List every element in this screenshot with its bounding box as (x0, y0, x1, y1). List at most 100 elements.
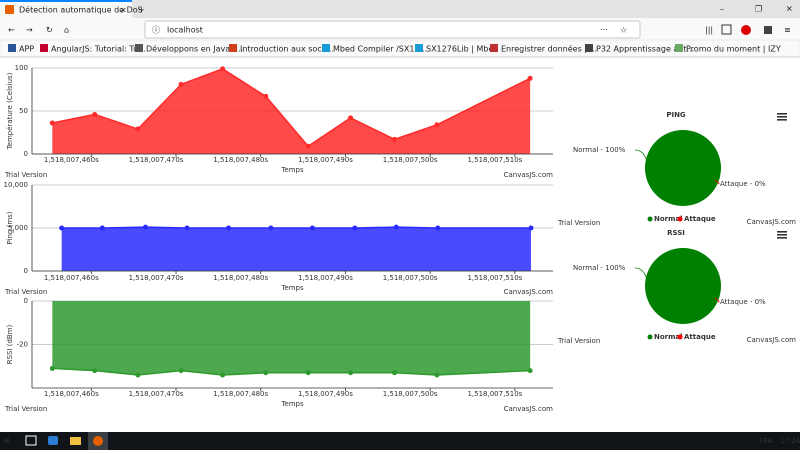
page-actions[interactable]: ··· (600, 26, 608, 35)
clock[interactable]: 17:24 (780, 437, 800, 445)
data-point (49, 365, 55, 371)
watermark: Trial Version (557, 337, 600, 345)
tab-title: Détection automatique de DoS (19, 5, 143, 15)
menu-icon[interactable] (777, 113, 787, 115)
data-point (528, 225, 534, 231)
task-view[interactable] (25, 435, 37, 446)
tab-icon (5, 5, 14, 14)
y-tick-label: 50 (19, 107, 28, 115)
watermark: Trial Version (4, 171, 47, 179)
leader-line (634, 149, 648, 163)
data-point (135, 126, 141, 132)
legend-entry: Normal (654, 215, 683, 223)
x-tick-label: 1,518,007,490s (298, 274, 353, 282)
y-tick-label: 10,000 (4, 181, 29, 189)
x-tick-label: 1,518,007,510s (467, 390, 522, 398)
x-tick-label: 1,518,007,500s (383, 156, 438, 164)
x-tick-label: 1,518,007,470s (129, 274, 184, 282)
data-point (348, 115, 354, 121)
leader-line (714, 297, 720, 303)
close[interactable]: ✕ (786, 5, 793, 14)
home-button[interactable]: ⌂ (64, 26, 69, 35)
new-tab[interactable]: + (138, 6, 145, 15)
tab-bar (0, 0, 800, 18)
extension-button[interactable] (764, 26, 772, 34)
x-tick-label: 1,518,007,460s (44, 274, 99, 282)
url-bar[interactable] (144, 20, 641, 39)
maximize[interactable]: ❐ (755, 5, 762, 14)
bookmark[interactable]: SX1276Lib | Mbed (426, 45, 498, 54)
bookmark[interactable]: P32 Apprentissage aut... (596, 45, 694, 54)
x-tick-label: 1,518,007,460s (44, 390, 99, 398)
bookmark[interactable]: Introduction aux sock... (240, 45, 334, 54)
menu-icon[interactable] (777, 234, 787, 236)
data-point (392, 370, 398, 376)
menu-icon[interactable] (777, 116, 787, 118)
data-point (184, 225, 190, 231)
minimize[interactable]: – (720, 5, 724, 14)
legend-entry: Attaque (684, 333, 716, 341)
x-tick-label: 1,518,007,470s (129, 156, 184, 164)
x-tick-label: 1,518,007,490s (298, 156, 353, 164)
area-fill (61, 227, 531, 271)
y-tick-label: 100 (15, 64, 28, 72)
data-point (92, 368, 98, 374)
x-tick-label: 1,518,007,480s (213, 156, 268, 164)
menu-icon[interactable] (777, 119, 787, 121)
bookmark-icon (40, 44, 48, 52)
data-point (220, 66, 226, 72)
abp-button[interactable] (741, 25, 751, 35)
taskbar (0, 432, 800, 450)
bookmark-icon (8, 44, 16, 52)
data-point (527, 368, 533, 374)
data-point (435, 225, 441, 231)
y-tick-label: 5,000 (8, 224, 28, 232)
x-tick-label: 1,518,007,490s (298, 390, 353, 398)
y-tick-label: 0 (24, 297, 28, 305)
bookmark-star[interactable]: ☆ (620, 26, 627, 35)
menu-icon[interactable] (777, 231, 787, 233)
watermark: Trial Version (557, 219, 600, 227)
bookmark[interactable]: AngularJS: Tutorial: Tu... (51, 45, 146, 54)
watermark: Trial Version (4, 288, 47, 296)
reload-button[interactable]: ↻ (46, 26, 53, 35)
bookmark[interactable]: Mbed Compiler /SX12... (333, 45, 427, 54)
y-tick-label: -20 (17, 341, 28, 349)
x-tick-label: 1,518,007,480s (213, 274, 268, 282)
bookmark[interactable]: APP (19, 45, 34, 54)
data-point (143, 224, 149, 230)
tab-close[interactable]: × (120, 6, 127, 15)
bookmark[interactable]: Développons en Java -... (146, 44, 243, 54)
data-point (92, 111, 98, 117)
edge-icon[interactable] (48, 436, 58, 445)
x-tick-label: 1,518,007,460s (44, 156, 99, 164)
menu-button[interactable]: ≡ (784, 26, 791, 35)
tab[interactable] (0, 0, 132, 18)
menu-icon[interactable] (777, 237, 787, 239)
credit: CanvasJS.com (747, 218, 797, 226)
credit: CanvasJS.com (504, 171, 554, 179)
explorer-icon[interactable] (70, 437, 81, 445)
sidebar-button[interactable] (721, 24, 732, 35)
credit: CanvasJS.com (747, 336, 797, 344)
library-button[interactable]: ||| (705, 26, 713, 35)
data-point (178, 81, 184, 87)
x-tick-label: 1,518,007,500s (383, 274, 438, 282)
area-fill (52, 68, 531, 154)
y-tick-label: 0 (24, 267, 28, 275)
start-button[interactable]: ⊞ (4, 437, 10, 445)
back-button[interactable]: ← (8, 26, 15, 35)
pie-label: Attaque - 0% (720, 298, 766, 306)
pie-slice (645, 130, 721, 206)
data-point (226, 225, 232, 231)
forward-button[interactable]: → (26, 26, 33, 35)
bookmark[interactable]: Enregistrer données p... (501, 44, 597, 54)
area-fill (52, 301, 531, 375)
bookmark[interactable]: Promo du moment | IZY (686, 45, 781, 54)
language[interactable]: FRA (759, 437, 773, 445)
pie-label: Normal - 100% (573, 146, 626, 154)
pie-label: Normal - 100% (573, 264, 626, 272)
data-point (434, 122, 440, 128)
data-point (392, 136, 398, 142)
